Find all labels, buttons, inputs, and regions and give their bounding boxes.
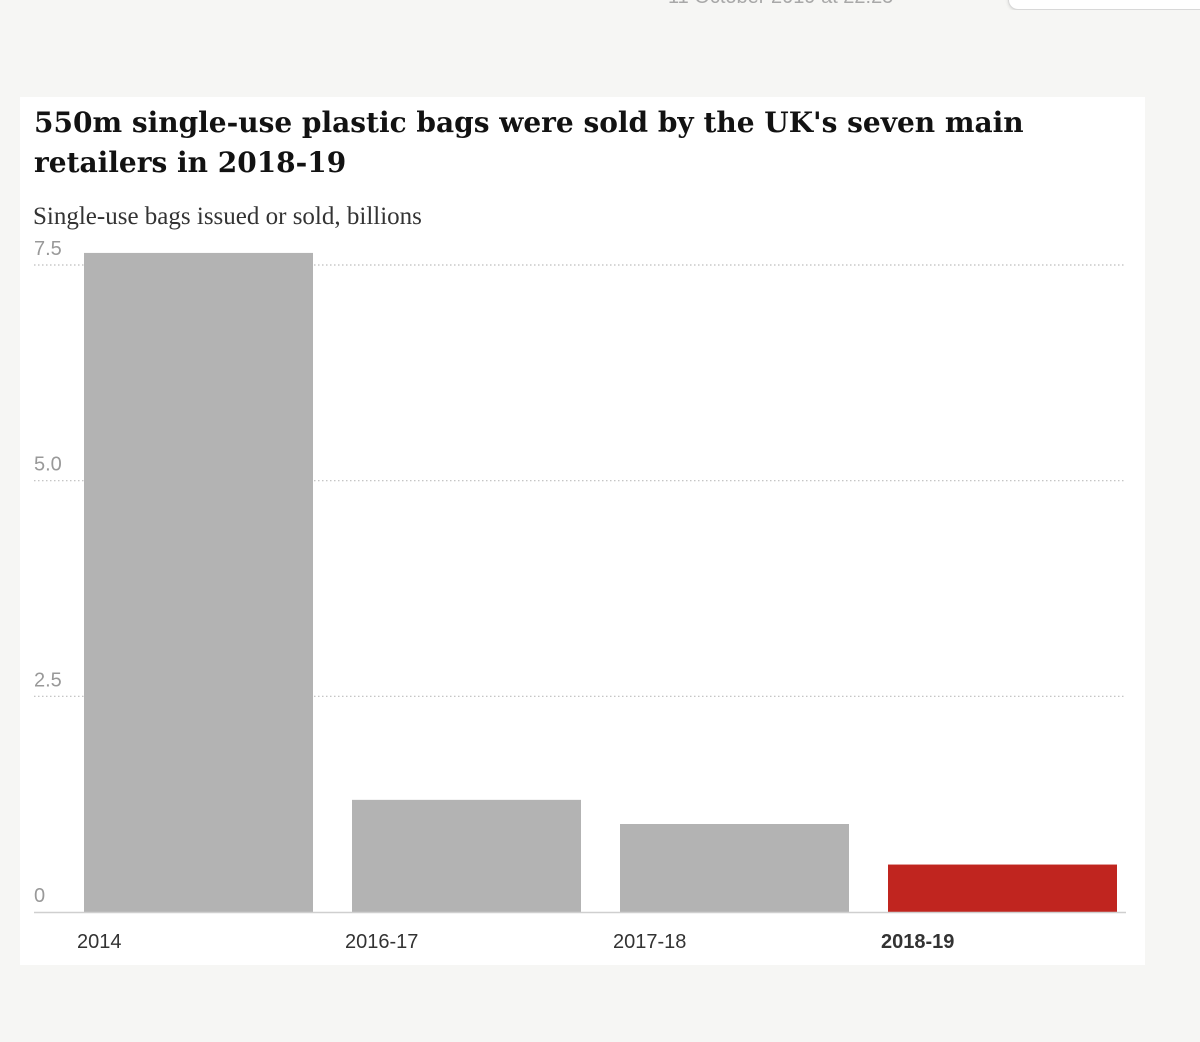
y-tick-label: 2.5 (34, 669, 62, 691)
bar (352, 799, 581, 912)
timestamp: 11 October 2019 at 22:25 (668, 0, 893, 9)
bar (84, 252, 313, 912)
top-strip: 11 October 2019 at 22:25 (0, 0, 1200, 10)
card-edge (1008, 0, 1200, 10)
chart-title: 550m single-use plastic bags were sold b… (34, 106, 1024, 179)
x-category-label: 2017-18 (613, 931, 686, 953)
y-tick-label: 7.5 (34, 238, 62, 260)
x-category-label: 2014 (77, 931, 122, 953)
bars (84, 252, 1117, 912)
bar (620, 824, 849, 912)
bar (888, 864, 1117, 912)
x-category-label: 2018-19 (881, 931, 954, 953)
chart-subtitle: Single-use bags issued or sold, billions (33, 203, 422, 230)
y-tick-label: 0 (34, 885, 45, 907)
y-tick-label: 5.0 (34, 454, 62, 476)
x-category-label: 2016-17 (345, 931, 418, 953)
labels: 0 2.5 5.0 7.5 2014 2016-17 2017-18 2018-19 (34, 238, 954, 953)
